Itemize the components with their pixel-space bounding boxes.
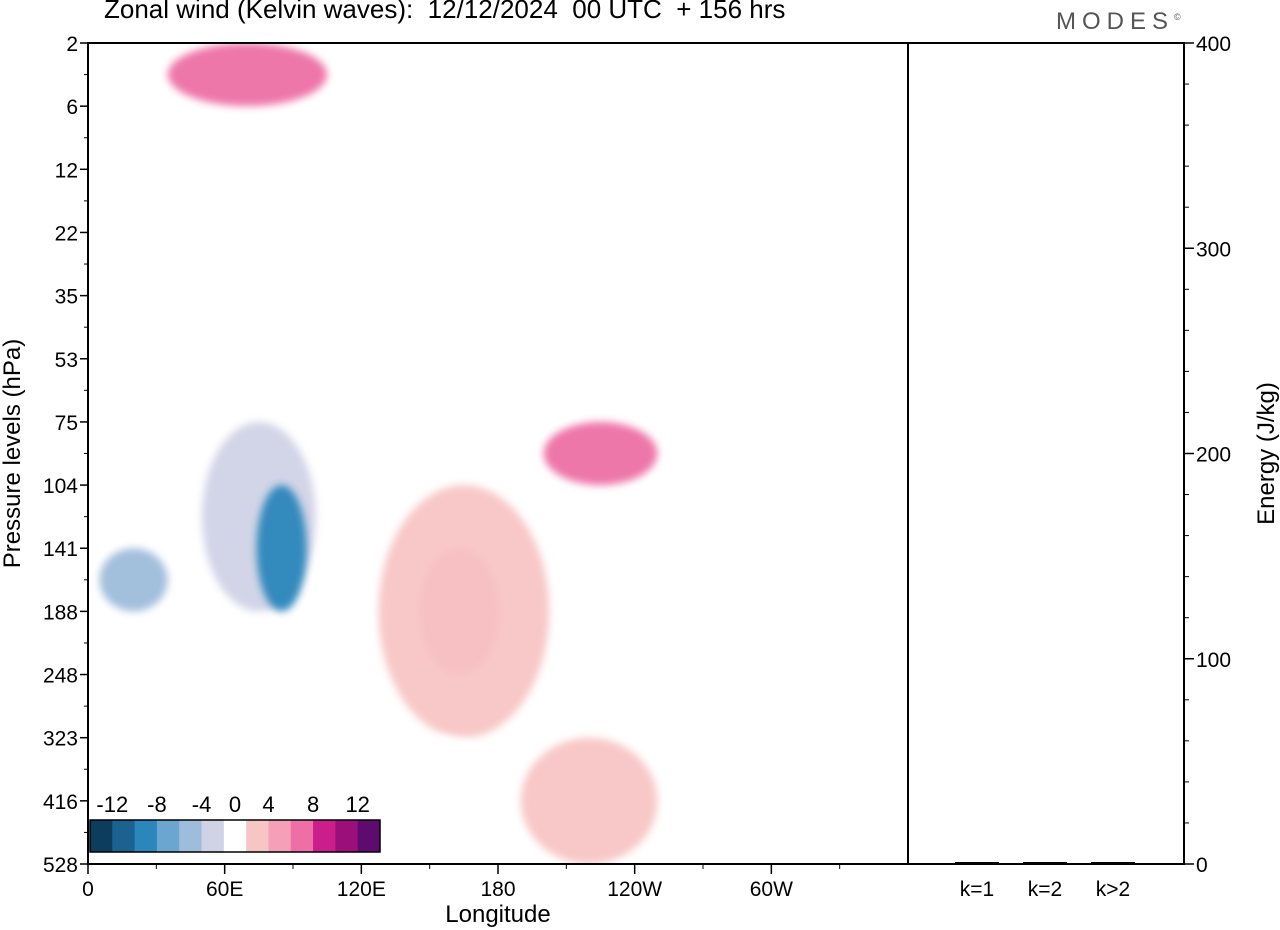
y-tick-label: 188 (43, 601, 78, 624)
colorbar-label: 4 (262, 792, 274, 817)
x-tick-label: 120E (337, 878, 386, 901)
wind-anomaly-easterly-6 (99, 548, 168, 612)
energy-tick-label: 400 (1196, 33, 1231, 56)
colorbar-label: -8 (147, 792, 167, 817)
wind-anomaly-westerly-3 (378, 485, 550, 738)
x-tick-label: 120W (607, 878, 662, 901)
colorbar-label: -12 (96, 792, 128, 817)
y-tick-label: 416 (43, 791, 78, 814)
y-tick-label: 104 (43, 475, 78, 498)
energy-category-label: k=1 (960, 878, 994, 901)
colorbar-swatch (313, 820, 336, 852)
wind-anomaly-westerly-5 (167, 43, 328, 107)
energy-tick-label: 100 (1196, 649, 1231, 672)
colorbar-swatch (357, 820, 381, 852)
colorbar-label: -4 (192, 792, 212, 817)
y-tick-label: 75 (55, 412, 78, 435)
energy-bar-k>2 (1091, 862, 1135, 864)
y-tick-label: 323 (43, 728, 78, 751)
colorbar-frame (89, 819, 381, 853)
energy-tick-label: 0 (1196, 854, 1208, 877)
y-tick-label: 35 (55, 286, 78, 309)
colorbar-label: 0 (229, 792, 241, 817)
x-axis-label: Longitude (445, 901, 550, 928)
colorbar-swatch (223, 820, 247, 852)
colorbar-swatch (335, 820, 359, 852)
energy-tick-label: 200 (1196, 444, 1231, 467)
brand-mark: © (1174, 12, 1181, 22)
x-tick-label: 60W (750, 878, 793, 901)
colorbar-swatch (134, 820, 158, 852)
y-tick-label: 2 (66, 33, 78, 56)
y-tick-label: 141 (43, 538, 78, 561)
colorbar-swatch (90, 820, 113, 852)
energy-bar-k=2 (1023, 862, 1067, 864)
colorbar-swatch (246, 820, 269, 852)
heatmap-field (99, 43, 658, 864)
wind-anomaly-easterly-1 (256, 485, 307, 612)
wind-anomaly-westerly-4 (543, 421, 658, 486)
y-axis-label: Pressure levels (hPa) (0, 339, 26, 568)
colorbar-swatch (268, 820, 292, 852)
y-tick-label: 53 (55, 349, 78, 372)
brand-text: MODES (1056, 8, 1175, 35)
y-tick-label: 22 (55, 222, 78, 245)
energy-category-label: k=2 (1028, 878, 1062, 901)
wind-anomaly-westerly-8 (520, 737, 658, 864)
colorbar-swatch (290, 820, 314, 852)
y-tick-label: 528 (43, 854, 78, 877)
energy-tick-label: 300 (1196, 238, 1231, 261)
energy-panel-frame (907, 42, 1185, 865)
x-tick-label: 60E (206, 878, 243, 901)
energy-category-label: k>2 (1096, 878, 1130, 901)
colorbar-swatch (201, 820, 225, 852)
y-tick-label: 12 (55, 159, 78, 182)
x-tick-label: 180 (480, 878, 515, 901)
wind-anomaly-easterly-7 (372, 737, 510, 864)
colorbar-swatch (112, 820, 136, 852)
brand-logo: MODES© (1056, 8, 1181, 36)
colorbar-label: 12 (345, 792, 369, 817)
colorbar-label: 8 (307, 792, 319, 817)
plot-frame (87, 42, 909, 865)
chart-title: Zonal wind (Kelvin waves): 12/12/2024 00… (104, 0, 786, 24)
colorbar-swatch (156, 820, 180, 852)
energy-axis-label: Energy (J/kg) (1253, 382, 1280, 525)
y-tick-label: 248 (43, 665, 78, 688)
energy-bar-k=1 (955, 862, 999, 864)
y-tick-label: 6 (66, 96, 78, 119)
x-tick-label: 0 (82, 878, 94, 901)
colorbar-swatch (179, 820, 203, 852)
